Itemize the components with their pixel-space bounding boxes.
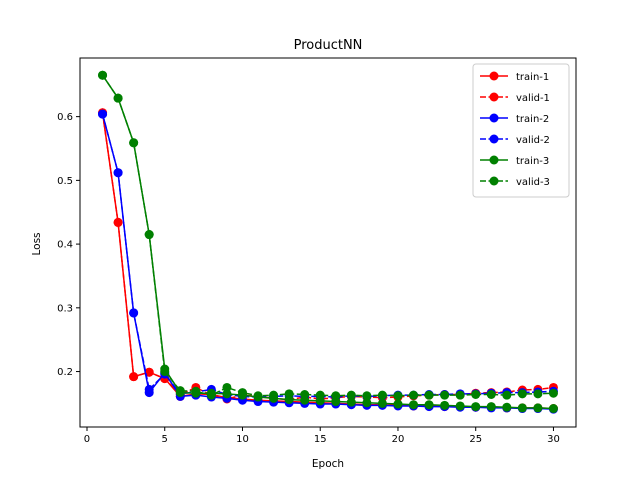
legend-marker-valid-3 [489,176,499,186]
data-point-valid-3 [533,389,543,399]
y-tick-label: 0.2 [57,367,73,378]
data-point-train-3 [424,400,434,410]
legend-label-train-2: train-2 [516,114,549,125]
data-point-valid-3 [517,389,527,399]
data-point-valid-2 [144,384,154,394]
legend-label-valid-2: valid-2 [516,135,550,146]
x-tick-label: 25 [469,434,482,445]
data-point-valid-3 [440,390,450,400]
data-point-valid-3 [160,367,170,377]
data-point-valid-3 [222,382,232,392]
data-point-valid-3 [284,389,294,399]
y-tick-label: 0.4 [57,240,73,251]
data-point-valid-3 [486,389,496,399]
data-point-valid-1 [113,217,123,227]
data-point-train-3 [222,389,232,399]
data-point-valid-3 [144,230,154,240]
y-tick-label: 0.6 [57,112,73,123]
data-point-valid-3 [269,390,279,400]
legend-label-valid-1: valid-1 [516,93,550,104]
data-point-valid-3 [393,391,403,401]
data-point-valid-1 [144,367,154,377]
data-point-valid-3 [206,390,216,400]
data-point-valid-3 [455,390,465,400]
data-point-valid-2 [129,308,139,318]
x-axis: 0 5 10 15 20 25 30 [84,427,560,445]
legend-label-train-3: train-3 [516,156,549,167]
chart-title: ProductNN [294,38,363,53]
data-point-valid-3 [98,70,108,80]
x-tick-label: 10 [236,434,249,445]
data-point-train-3 [486,402,496,412]
data-point-train-3 [502,402,512,412]
x-tick-label: 15 [314,434,327,445]
axes-frame [79,57,577,428]
data-point-valid-3 [191,386,201,396]
y-tick-label: 0.5 [57,176,73,187]
legend-marker-train-2 [489,113,499,123]
plot-area [98,70,558,414]
data-point-valid-3 [409,390,419,400]
legend-label-train-1: train-1 [516,72,549,83]
data-point-valid-3 [300,389,310,399]
data-point-train-3 [517,403,527,413]
data-point-valid-3 [424,390,434,400]
data-point-train-3 [533,403,543,413]
data-point-train-3 [455,401,465,411]
data-point-valid-3 [548,388,558,398]
x-tick-label: 20 [392,434,405,445]
legend-marker-valid-2 [489,134,499,144]
x-tick-label: 0 [84,434,90,445]
legend: train-1 valid-1 train-2 valid-2 train-3 valid… [472,63,570,198]
data-point-train-3 [362,398,372,408]
y-axis: 0.2 0.3 0.4 0.5 0.6 [57,112,80,378]
data-point-valid-3 [237,388,247,398]
data-point-valid-3 [129,138,139,148]
data-point-valid-3 [253,391,263,401]
data-point-valid-2 [98,109,108,119]
x-tick-label: 5 [162,434,168,445]
data-point-train-3 [346,397,356,407]
legend-marker-valid-1 [489,92,499,102]
legend-marker-train-1 [489,71,499,81]
data-point-train-3 [409,400,419,410]
data-point-train-3 [393,399,403,409]
data-point-train-3 [440,400,450,410]
y-tick-label: 0.3 [57,303,73,314]
data-point-valid-3 [362,391,372,401]
data-point-valid-3 [315,390,325,400]
y-axis-label: Loss [31,232,43,255]
data-point-valid-3 [377,390,387,400]
data-point-train-3 [377,398,387,408]
data-point-valid-3 [346,390,356,400]
data-point-valid-3 [471,389,481,399]
data-point-valid-2 [113,168,123,178]
legend-label-valid-3: valid-3 [516,177,550,188]
data-point-valid-1 [129,372,139,382]
legend-marker-train-3 [489,155,499,165]
data-point-valid-3 [331,391,341,401]
x-axis-label: Epoch [312,458,344,470]
x-tick-label: 30 [547,434,560,445]
data-point-train-3 [548,404,558,414]
data-point-valid-3 [175,386,185,396]
data-point-valid-3 [502,390,512,400]
data-point-train-3 [471,402,481,412]
data-point-valid-3 [113,93,123,103]
